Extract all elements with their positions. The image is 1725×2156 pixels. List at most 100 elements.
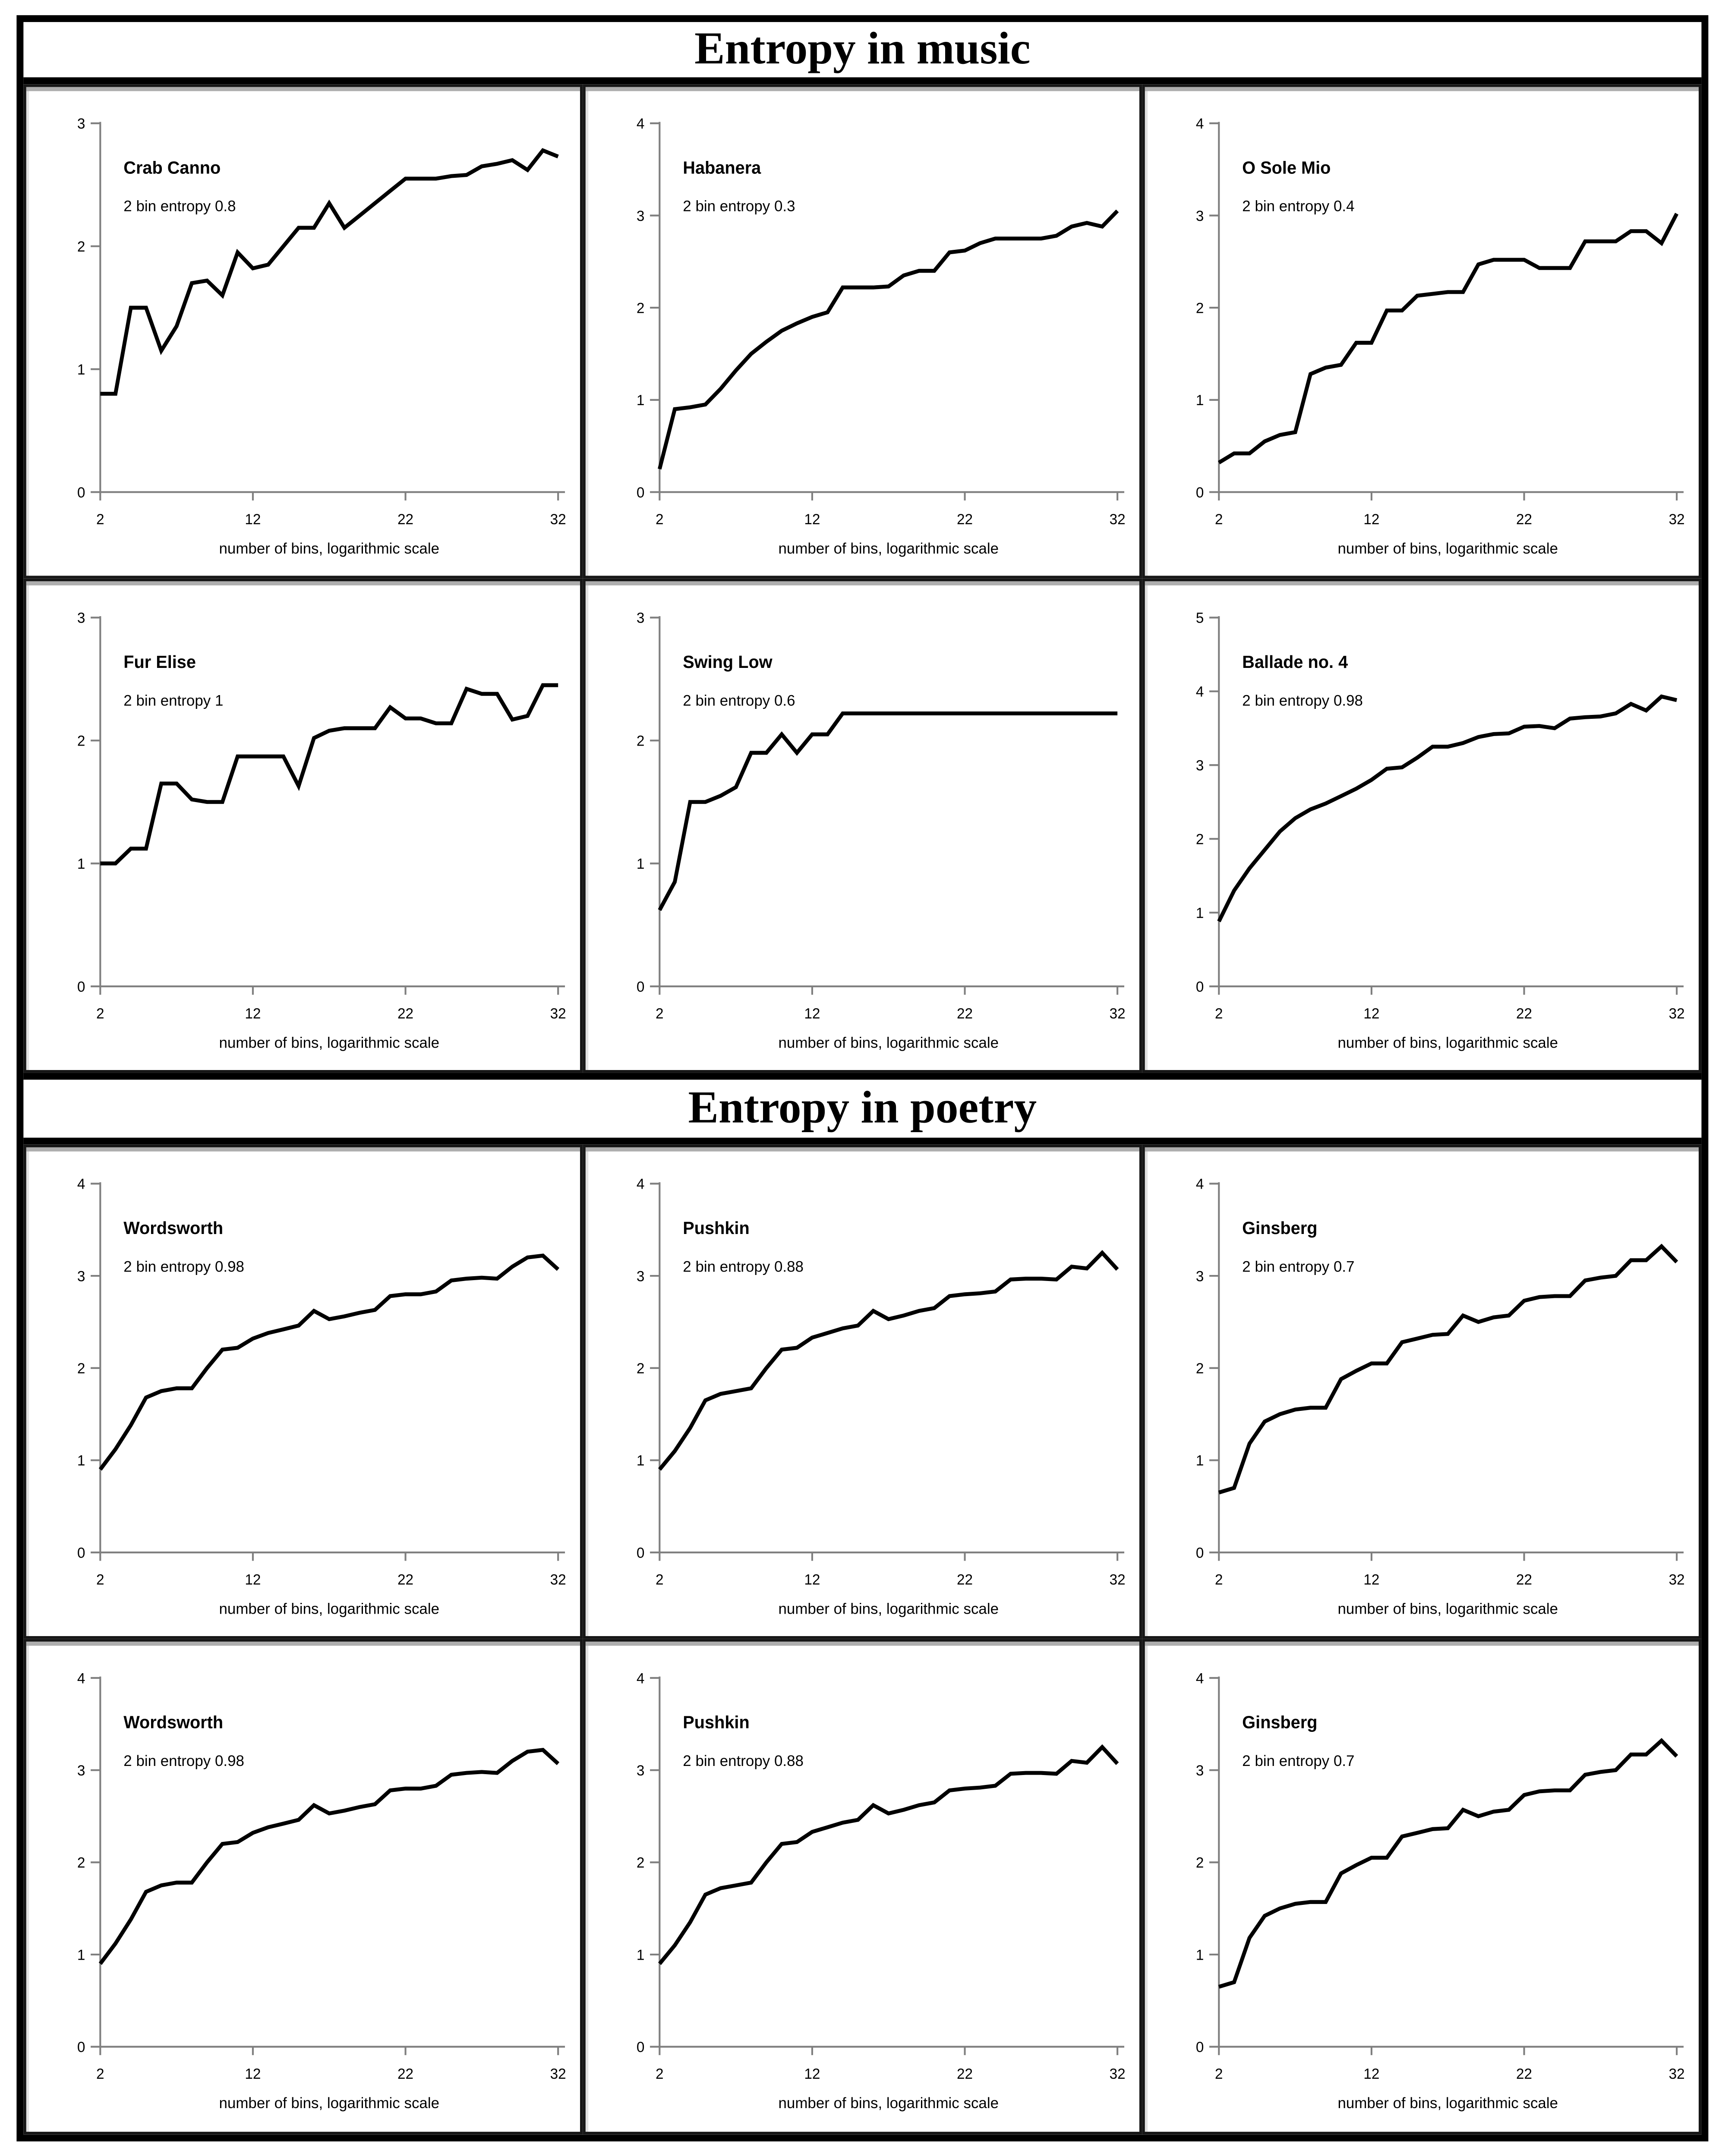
chart-panel-ginsberg: 0 1 2 3 4 2 12 22 32 number of bins, logarithmic … bbox=[1142, 1145, 1702, 1640]
chart-subtitle: 2 bin entropy 0.98 bbox=[123, 1259, 244, 1275]
data-line-habanera bbox=[658, 209, 1119, 470]
chart-subtitle: 2 bin entropy 0.7 bbox=[1242, 1753, 1354, 1770]
y-tick-label: 1 bbox=[77, 1948, 85, 1964]
x-tick-label: 32 bbox=[1669, 1572, 1685, 1588]
x-tick-label: 22 bbox=[957, 1572, 973, 1588]
chart-panel-swing-low: 0 1 2 3 2 12 22 32 number of bins, logarithmic s… bbox=[583, 579, 1142, 1073]
x-tick-label: 22 bbox=[397, 1572, 413, 1588]
x-tick-label: 12 bbox=[245, 2067, 261, 2083]
chart-subtitle: 2 bin entropy 0.98 bbox=[123, 1753, 244, 1770]
y-tick-label: 2 bbox=[1196, 1856, 1204, 1872]
y-tick-label: 0 bbox=[1196, 1545, 1204, 1561]
chart-title: Fur Elise bbox=[123, 653, 196, 672]
x-tick-label: 2 bbox=[656, 512, 664, 528]
y-tick-label: 4 bbox=[637, 1671, 645, 1687]
x-tick-label: 12 bbox=[1363, 2067, 1379, 2083]
y-tick-label: 3 bbox=[637, 1269, 645, 1285]
x-axis-title: number of bins, logarithmic scale bbox=[778, 540, 999, 557]
data-line-fur-elise bbox=[100, 683, 558, 866]
x-tick-label: 2 bbox=[1215, 1006, 1223, 1022]
x-tick-label: 12 bbox=[804, 1006, 820, 1022]
poetry-charts-grid: 0 1 2 3 4 2 12 22 32 number of bins, logarithmic … bbox=[23, 1145, 1702, 2134]
y-tick-label: 3 bbox=[637, 208, 645, 224]
y-tick-label: 3 bbox=[1196, 1763, 1204, 1779]
y-tick-label: 1 bbox=[77, 856, 85, 872]
chart-panel-wordsworth: 0 1 2 3 4 2 12 22 32 number of bins, logarithmic … bbox=[23, 1639, 583, 2134]
x-tick-label: 2 bbox=[1215, 2067, 1223, 2083]
x-tick-label: 32 bbox=[1110, 1572, 1126, 1588]
x-tick-label: 22 bbox=[397, 512, 413, 528]
chart-subtitle: 2 bin entropy 0.88 bbox=[683, 1259, 804, 1275]
x-tick-label: 22 bbox=[957, 1006, 973, 1022]
x-tick-label: 2 bbox=[656, 1572, 664, 1588]
y-tick-label: 2 bbox=[637, 300, 645, 316]
x-axis-title: number of bins, logarithmic scale bbox=[778, 1601, 999, 1618]
y-tick-label: 1 bbox=[77, 362, 85, 378]
x-tick-label: 2 bbox=[96, 1006, 104, 1022]
x-axis-title: number of bins, logarithmic scale bbox=[778, 2095, 999, 2112]
y-tick-label: 2 bbox=[637, 1856, 645, 1872]
section-band-music: Entropy in music bbox=[23, 22, 1702, 85]
y-tick-label: 5 bbox=[1196, 611, 1204, 626]
x-axis-title: number of bins, logarithmic scale bbox=[1337, 2095, 1558, 2112]
y-tick-label: 1 bbox=[1196, 906, 1204, 922]
x-tick-label: 32 bbox=[550, 512, 566, 528]
x-tick-label: 32 bbox=[550, 1006, 566, 1022]
y-tick-label: 0 bbox=[77, 979, 85, 995]
y-tick-label: 3 bbox=[77, 611, 85, 626]
x-tick-label: 32 bbox=[1110, 512, 1126, 528]
y-tick-label: 3 bbox=[1196, 208, 1204, 224]
y-tick-label: 2 bbox=[1196, 300, 1204, 316]
x-tick-label: 12 bbox=[804, 1572, 820, 1588]
y-tick-label: 2 bbox=[77, 1856, 85, 1872]
y-tick-label: 0 bbox=[637, 485, 645, 501]
y-tick-label: 4 bbox=[637, 1177, 645, 1193]
y-tick-label: 4 bbox=[77, 1671, 85, 1687]
x-axis-title: number of bins, logarithmic scale bbox=[219, 1601, 439, 1618]
chart-subtitle: 2 bin entropy 0.4 bbox=[1242, 198, 1354, 214]
y-tick-label: 0 bbox=[637, 2040, 645, 2056]
y-tick-label: 1 bbox=[637, 1453, 645, 1469]
x-tick-label: 2 bbox=[1215, 1572, 1223, 1588]
x-tick-label: 22 bbox=[397, 1006, 413, 1022]
x-tick-label: 22 bbox=[1516, 512, 1532, 528]
chart-subtitle: 2 bin entropy 0.3 bbox=[683, 198, 795, 214]
y-tick-label: 4 bbox=[637, 116, 645, 132]
x-tick-label: 2 bbox=[656, 1006, 664, 1022]
y-tick-label: 0 bbox=[637, 1545, 645, 1561]
x-axis-title: number of bins, logarithmic scale bbox=[778, 1035, 999, 1051]
data-line-swing-low bbox=[658, 711, 1118, 911]
chart-panel-crab-canno: 0 1 2 3 2 12 22 32 number of bins, logarithmic s… bbox=[23, 84, 583, 579]
figure-outer-frame: Entropy in music 0 1 2 3 2 12 22 32 number of bi… bbox=[16, 15, 1709, 2141]
y-tick-label: 4 bbox=[77, 1177, 85, 1193]
chart-subtitle: 2 bin entropy 0.6 bbox=[683, 692, 795, 709]
x-tick-label: 22 bbox=[1516, 2067, 1532, 2083]
section-band-poetry: Entropy in poetry bbox=[23, 1073, 1702, 1145]
y-tick-label: 3 bbox=[1196, 1269, 1204, 1285]
x-axis-title: number of bins, logarithmic scale bbox=[1337, 1035, 1558, 1051]
data-line-pushkin bbox=[658, 1250, 1119, 1471]
chart-panel-ballade-no-4: 0 1 2 3 4 5 2 12 22 32 number of bins, logarithmic… bbox=[1142, 579, 1702, 1073]
data-line-wordsworth bbox=[98, 1254, 560, 1471]
y-tick-label: 2 bbox=[637, 1361, 645, 1377]
chart-panel-habanera: 0 1 2 3 4 2 12 22 32 number of bins, logarithmic … bbox=[583, 84, 1142, 579]
chart-title: Pushkin bbox=[683, 1713, 749, 1732]
y-tick-label: 3 bbox=[77, 1269, 85, 1285]
y-tick-label: 3 bbox=[637, 611, 645, 626]
x-tick-label: 12 bbox=[245, 512, 261, 528]
chart-subtitle: 2 bin entropy 0.8 bbox=[123, 198, 236, 214]
chart-title: O Sole Mio bbox=[1242, 158, 1331, 177]
music-charts-grid: 0 1 2 3 2 12 22 32 number of bins, logarithmic s… bbox=[23, 84, 1702, 1073]
chart-panel-fur-elise: 0 1 2 3 2 12 22 32 number of bins, logarithmic s… bbox=[23, 579, 583, 1073]
x-tick-label: 32 bbox=[1669, 512, 1685, 528]
chart-title: Wordsworth bbox=[123, 1713, 223, 1732]
x-tick-label: 12 bbox=[804, 2067, 820, 2083]
y-tick-label: 2 bbox=[1196, 1361, 1204, 1377]
y-tick-label: 2 bbox=[1196, 832, 1204, 848]
